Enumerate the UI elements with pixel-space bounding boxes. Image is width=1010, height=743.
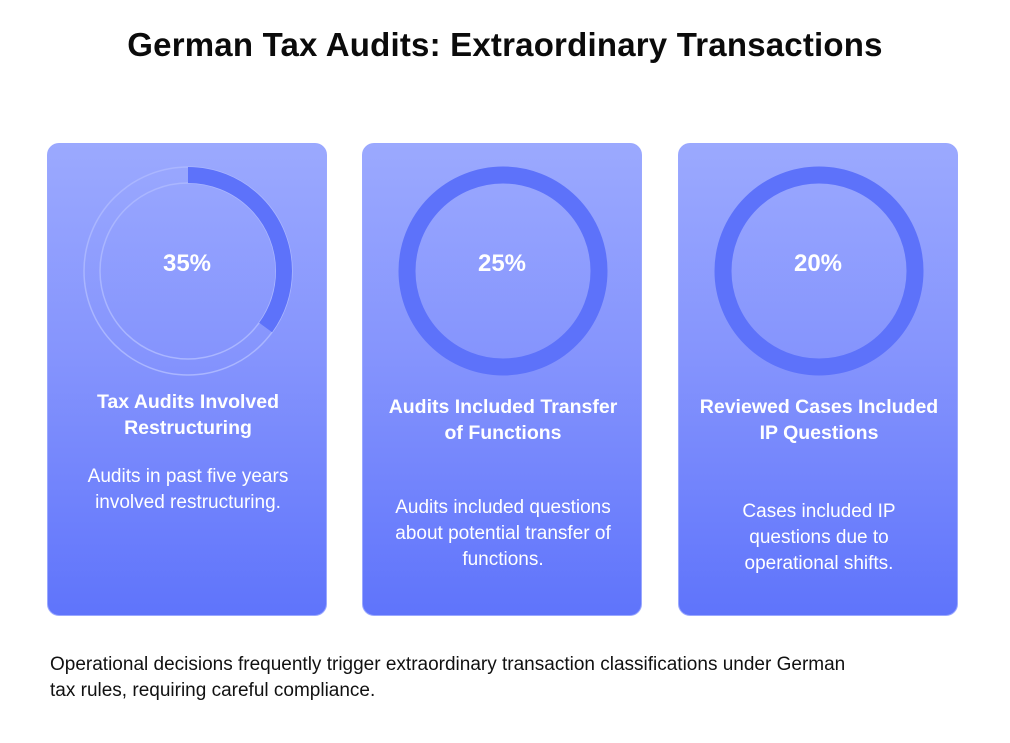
percent-value: 25% [477, 250, 527, 277]
progress-ring [714, 166, 924, 376]
stat-card-restructuring: 35% Tax Audits Involved Restructuring Au… [47, 143, 327, 616]
card-heading: Reviewed Cases Included IP Questions [699, 396, 939, 444]
ring-solid [714, 166, 924, 376]
stat-card-ip-questions: 20% Reviewed Cases Included IP Questions… [678, 143, 958, 616]
stat-card-transfer-of-functions: 25% Audits Included Transfer of Function… [362, 143, 642, 616]
card-heading: Tax Audits Involved Restructuring [96, 391, 280, 439]
ring-progress-arc [84, 167, 292, 375]
percent-value: 20% [793, 250, 843, 277]
percent-value: 35% [162, 250, 212, 277]
card-heading: Audits Included Transfer of Functions [388, 396, 618, 444]
card-description: Audits in past five years involved restr… [87, 466, 289, 513]
progress-ring [398, 166, 608, 376]
progress-ring [83, 166, 293, 376]
card-description: Audits included questions about potentia… [395, 497, 611, 570]
ring-solid [398, 166, 608, 376]
footnote: Operational decisions frequently trigger… [50, 654, 846, 701]
page-title: German Tax Audits: Extraordinary Transac… [127, 26, 883, 63]
card-description: Cases included IP questions due to opera… [742, 501, 896, 574]
